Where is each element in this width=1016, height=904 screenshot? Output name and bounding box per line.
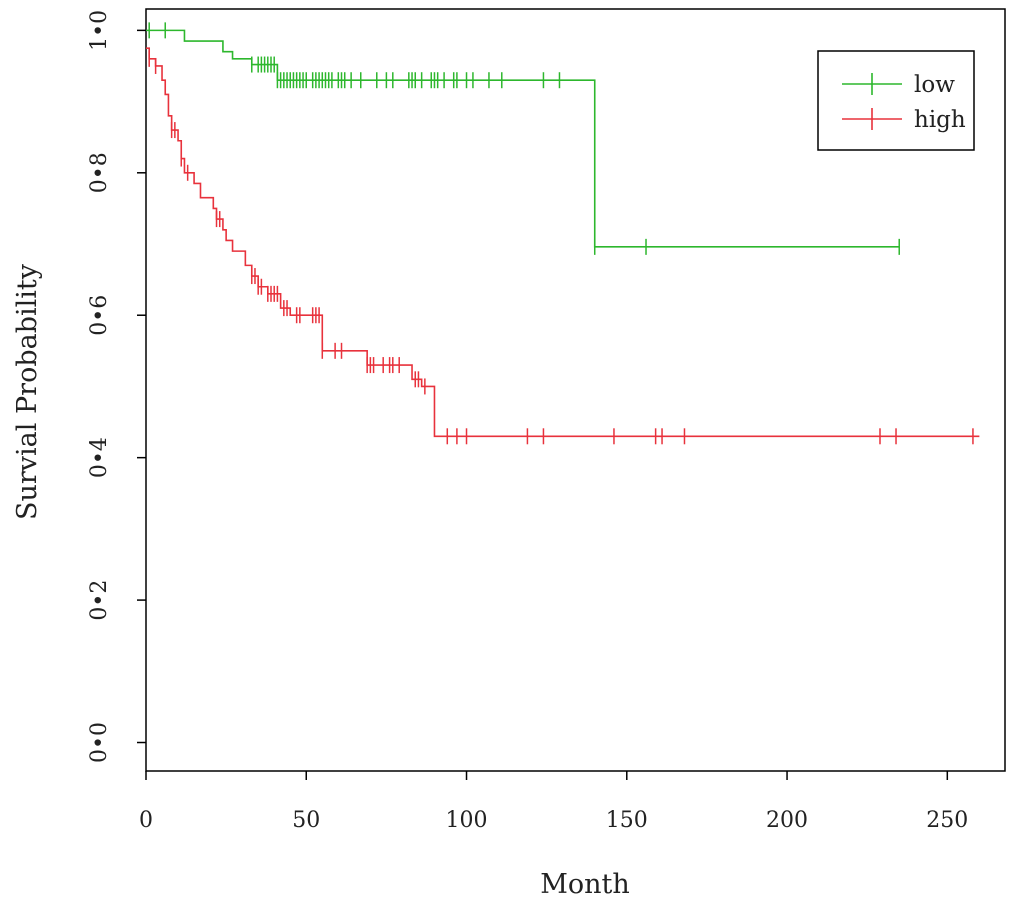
legend-label-high: high — [914, 107, 966, 133]
x-tick-label: 0 — [139, 808, 153, 833]
x-axis: 0 50 100 150 200 250 — [139, 771, 968, 833]
legend-label-low: low — [914, 72, 955, 98]
plot-frame — [145, 8, 1006, 772]
y-tick-label: 0•6 — [87, 295, 112, 336]
x-tick-label: 250 — [926, 808, 968, 833]
series-layer — [146, 22, 980, 445]
x-tick-label: 200 — [766, 808, 808, 833]
series-line-low — [146, 29, 900, 248]
x-tick-label: 100 — [446, 808, 488, 833]
x-tick-label: 50 — [292, 808, 320, 833]
y-tick-label: 0•2 — [87, 580, 112, 621]
x-axis-title: Month — [540, 869, 630, 900]
y-tick-label: 0•8 — [87, 152, 112, 193]
y-tick-label: 0•4 — [87, 437, 112, 478]
legend: low high — [817, 50, 975, 151]
y-axis-title: Survial Probability — [12, 263, 43, 520]
series-line-high — [146, 47, 980, 438]
y-axis: 0•0 0•2 0•4 0•6 0•8 1•0 — [87, 10, 146, 763]
legend-box — [817, 50, 975, 151]
y-tick-label: 1•0 — [87, 10, 112, 51]
y-tick-label: 0•0 — [87, 722, 112, 763]
x-tick-label: 150 — [606, 808, 648, 833]
